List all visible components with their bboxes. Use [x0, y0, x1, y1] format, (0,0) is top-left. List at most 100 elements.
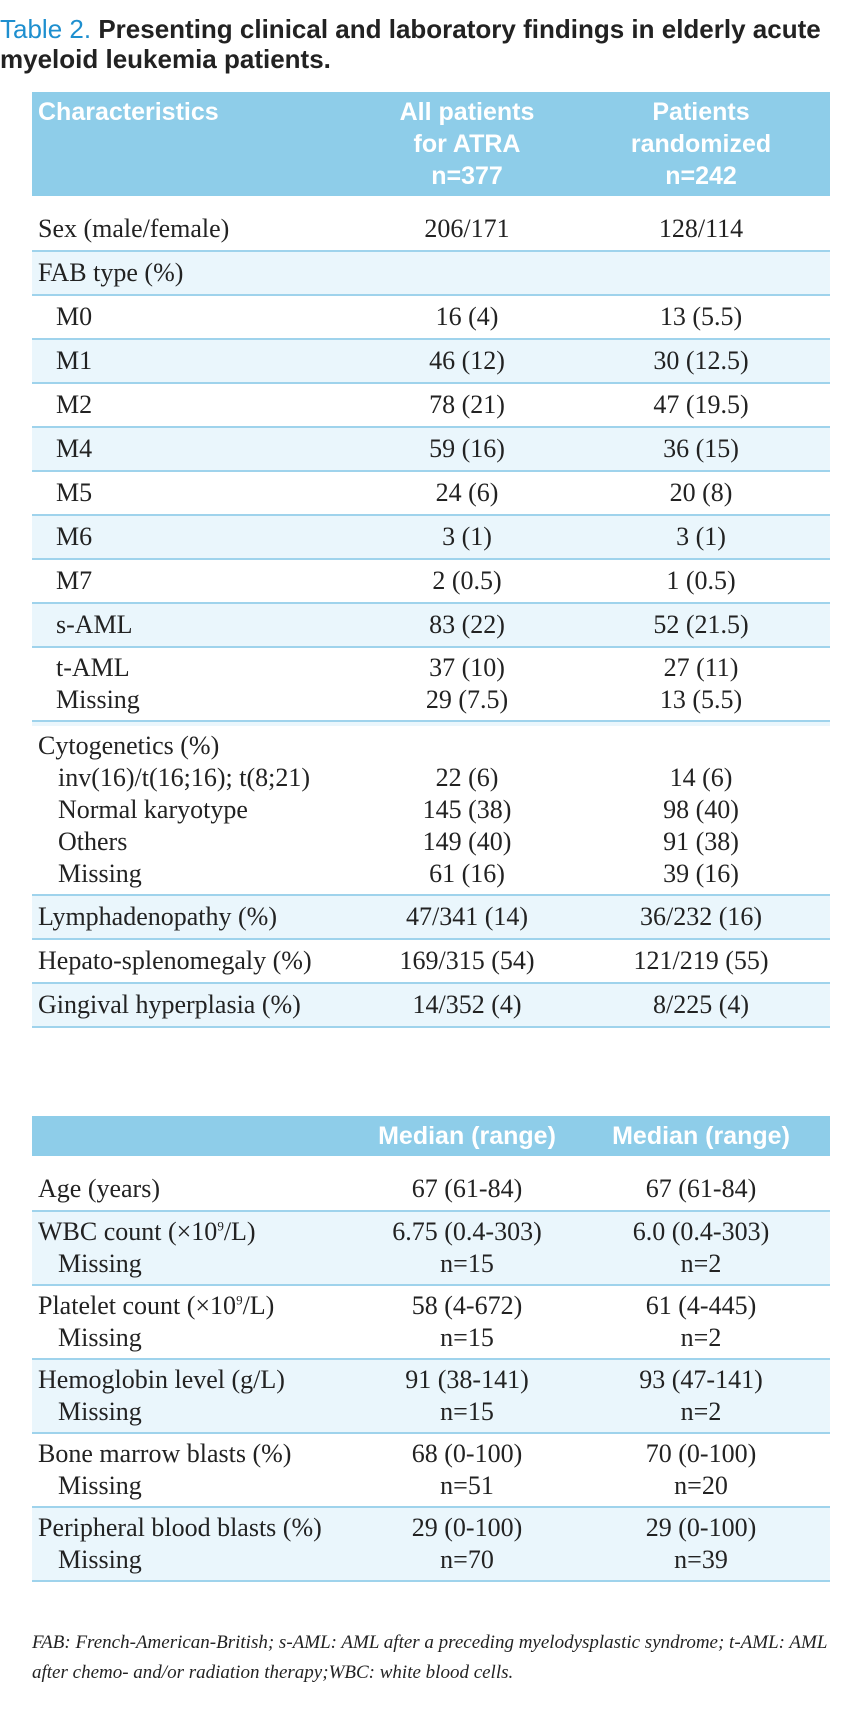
header-median-randomized: Median (range) [572, 1116, 830, 1156]
row-label: Others [58, 827, 128, 856]
cell-randomized: n=2 [680, 1397, 722, 1426]
cell-all: n=15 [440, 1397, 494, 1426]
table-row: M1 46 (12) 30 (12.5) [32, 339, 830, 384]
cell-randomized: 3 (1) [572, 515, 830, 560]
row-label: Normal karyotype [58, 795, 248, 824]
cell-randomized-group: 14 (6) 98 (40) 91 (38) 39 (16) [572, 726, 830, 896]
cell-randomized: n=2 [680, 1323, 722, 1352]
cell-all: 67 (61-84) [362, 1168, 572, 1212]
cell-all: 169/315 (54) [362, 939, 572, 984]
cell-all: 29 (0-100) [411, 1513, 523, 1542]
row-label: Gingival hyperplasia (%) [32, 983, 362, 1028]
table-row: Gingival hyperplasia (%) 14/352 (4) 8/22… [32, 983, 830, 1028]
table-row: Age (years) 67 (61-84) 67 (61-84) [32, 1168, 830, 1212]
cell-all: 59 (16) [362, 427, 572, 472]
cell-randomized: 20 (8) [572, 471, 830, 516]
cell-all: 47/341 (14) [362, 895, 572, 940]
row-label: M4 [32, 427, 362, 472]
cell-all: 22 (6) [435, 763, 499, 792]
cell-randomized: 36 (15) [572, 427, 830, 472]
cell-all: n=51 [440, 1471, 494, 1500]
row-label-group: Cytogenetics (%) inv(16)/t(16;16); t(8;2… [32, 726, 362, 896]
row-label-group: t-AML Missing [32, 647, 362, 722]
cell-randomized: n=39 [674, 1545, 728, 1574]
row-label: Lymphadenopathy (%) [32, 895, 362, 940]
cell-randomized-group: 29 (0-100) n=39 [572, 1507, 830, 1582]
table-row: s-AML 83 (22) 52 (21.5) [32, 603, 830, 648]
cell-randomized-group: 70 (0-100) n=20 [572, 1433, 830, 1508]
cell-all: 91 (38-141) [405, 1365, 529, 1394]
cell-randomized: 13 (5.5) [659, 685, 743, 714]
table-row: M2 78 (21) 47 (19.5) [32, 383, 830, 428]
header-blank [32, 1116, 362, 1156]
cell-randomized-group: 93 (47-141) n=2 [572, 1359, 830, 1434]
header-row: Characteristics All patients for ATRA n=… [32, 92, 830, 196]
cell-randomized-group: 27 (11) 13 (5.5) [572, 647, 830, 722]
table-footnote: FAB: French-American-British; s-AML: AML… [32, 1632, 828, 1683]
cell-randomized: 98 (40) [663, 795, 739, 824]
cell-all-group: 68 (0-100) n=51 [362, 1433, 572, 1508]
cell-all: 37 (10) [429, 653, 505, 682]
cell-all: 58 (4-672) [411, 1291, 523, 1320]
row-label: Missing [58, 1323, 142, 1352]
table-row: Lymphadenopathy (%) 47/341 (14) 36/232 (… [32, 895, 830, 940]
row-label: M6 [32, 515, 362, 560]
table-caption: Table 2. Presenting clinical and laborat… [0, 14, 840, 74]
row-label: M2 [32, 383, 362, 428]
table-row: t-AML Missing 37 (10) 29 (7.5) 27 (11) 1… [32, 647, 830, 722]
cell-all: n=70 [440, 1545, 494, 1574]
row-label-group: Peripheral blood blasts (%) Missing [32, 1507, 362, 1582]
table-row: WBC count (×109/L) Missing 6.75 (0.4-303… [32, 1211, 830, 1286]
cell-randomized: 67 (61-84) [572, 1168, 830, 1212]
cell-all: 29 (7.5) [425, 685, 509, 714]
row-label-group: WBC count (×109/L) Missing [32, 1211, 362, 1286]
header-rand-line: n=242 [665, 162, 737, 190]
row-label: M1 [32, 339, 362, 384]
cell-randomized: 91 (38) [663, 827, 739, 856]
cell-all-group: 58 (4-672) n=15 [362, 1285, 572, 1360]
row-label-group: Bone marrow blasts (%) Missing [32, 1433, 362, 1508]
header-rand-line: Patients [652, 98, 750, 126]
cell-all-group: 6.75 (0.4-303) n=15 [362, 1211, 572, 1286]
header-randomized: Patients randomized n=242 [572, 92, 830, 196]
table-row: Hemoglobin level (g/L) Missing 91 (38-14… [32, 1359, 830, 1434]
cell-randomized: 8/225 (4) [572, 983, 830, 1028]
table-row: M6 3 (1) 3 (1) [32, 515, 830, 560]
row-label: M7 [32, 559, 362, 604]
header-rand-line: randomized [630, 130, 772, 158]
row-label: t-AML [56, 653, 130, 682]
cell-randomized: 30 (12.5) [572, 339, 830, 384]
cell-all: 3 (1) [362, 515, 572, 560]
cell-all-group: 91 (38-141) n=15 [362, 1359, 572, 1434]
header-row: Median (range) Median (range) [32, 1116, 830, 1156]
header-median-all: Median (range) [362, 1116, 572, 1156]
cell-all: 24 (6) [362, 471, 572, 516]
row-label: FAB type (%) [32, 251, 362, 296]
row-label: Platelet count (×109/L) [38, 1291, 275, 1320]
row-label: Missing [58, 1397, 142, 1426]
row-label: Hemoglobin level (g/L) [38, 1365, 285, 1394]
cell-randomized: 70 (0-100) [645, 1439, 757, 1468]
cell-all: 2 (0.5) [362, 559, 572, 604]
cell-all: n=15 [440, 1249, 494, 1278]
cell-all-group: 22 (6) 145 (38) 149 (40) 61 (16) [362, 726, 572, 896]
row-label: WBC count (×109/L) [38, 1217, 256, 1246]
cell-all: 206/171 [362, 208, 572, 252]
cell-randomized: 27 (11) [663, 653, 739, 682]
table-row: Bone marrow blasts (%) Missing 68 (0-100… [32, 1433, 830, 1508]
cell-all: 46 (12) [362, 339, 572, 384]
header-all-patients: All patients for ATRA n=377 [362, 92, 572, 196]
table-row: Sex (male/female) 206/171 128/114 [32, 208, 830, 252]
cell-randomized: 14 (6) [669, 763, 733, 792]
cell-randomized: 121/219 (55) [572, 939, 830, 984]
row-label: Age (years) [32, 1168, 362, 1212]
table-row: Hepato-splenomegaly (%) 169/315 (54) 121… [32, 939, 830, 984]
cell-randomized: 1 (0.5) [572, 559, 830, 604]
row-label: Missing [58, 1249, 142, 1278]
row-label: inv(16)/t(16;16); t(8;21) [58, 763, 311, 792]
cell-randomized: n=20 [674, 1471, 728, 1500]
cell-randomized: 93 (47-141) [639, 1365, 763, 1394]
cell-randomized-group: 6.0 (0.4-303) n=2 [572, 1211, 830, 1286]
table-row: FAB type (%) [32, 251, 830, 296]
row-label-group: Platelet count (×109/L) Missing [32, 1285, 362, 1360]
